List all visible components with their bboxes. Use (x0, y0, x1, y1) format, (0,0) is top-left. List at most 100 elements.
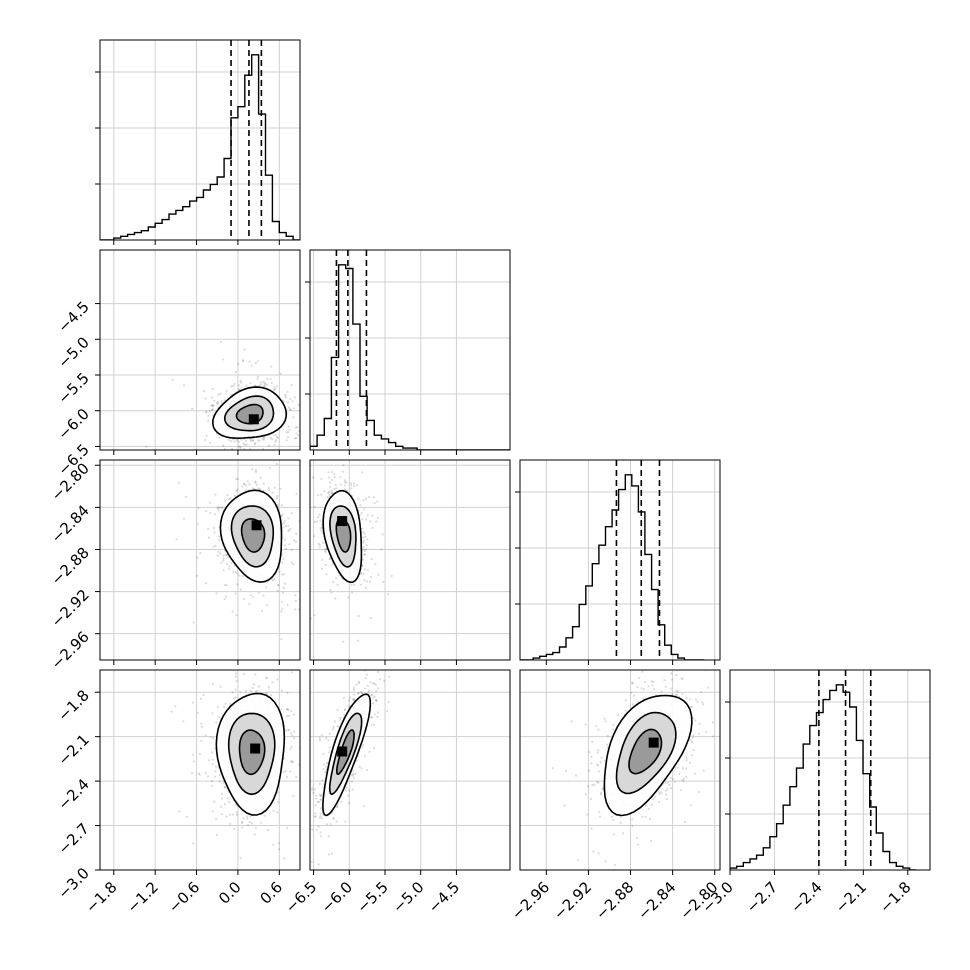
scatter-point (207, 419, 210, 422)
scatter-point (350, 482, 353, 485)
scatter-panel-3-0 (95, 669, 307, 875)
scatter-point (271, 491, 274, 494)
scatter-point (200, 725, 203, 729)
scatter-point (237, 363, 240, 366)
scatter-point (263, 454, 265, 456)
scatter-point (241, 574, 244, 578)
scatter-point (269, 436, 272, 440)
scatter-point (273, 577, 276, 581)
scatter-point (241, 826, 244, 829)
scatter-point (211, 387, 214, 391)
scatter-point (239, 446, 242, 450)
scatter-point (216, 554, 219, 557)
scatter-point (220, 797, 223, 800)
scatter-point (235, 804, 238, 807)
scatter-point (316, 451, 318, 453)
scatter-point (353, 583, 356, 587)
scatter-point (302, 417, 304, 419)
scatter-point (333, 475, 336, 479)
scatter-point (297, 403, 300, 406)
scatter-point (323, 490, 326, 493)
scatter-point (356, 639, 359, 642)
scatter-point (242, 817, 245, 820)
scatter-point (293, 539, 296, 542)
panel-frame (99, 39, 301, 241)
scatter-point (352, 482, 356, 485)
density-contours (322, 489, 363, 584)
scatter-point (294, 437, 297, 440)
scatter-point (283, 582, 286, 585)
scatter-point (184, 451, 186, 453)
scatter-point (272, 843, 275, 847)
scatter-point (357, 614, 360, 618)
scatter-point (352, 485, 356, 488)
scatter-point (273, 386, 276, 389)
scatter-point (220, 400, 223, 403)
scatter-point (270, 381, 273, 384)
scatter-point (277, 584, 280, 587)
scatter-point (243, 483, 246, 486)
scatter-point (254, 361, 257, 365)
scatter-point (234, 672, 238, 675)
scatter-point (173, 457, 175, 459)
scatter-point (266, 692, 269, 695)
scatter-point (366, 514, 369, 517)
scatter-point (224, 554, 227, 557)
scatter-point (220, 506, 223, 509)
scatter-point (249, 689, 252, 693)
scatter-point (266, 829, 270, 832)
scatter-point (289, 527, 292, 530)
scatter-point (232, 571, 235, 574)
scatter-point (325, 498, 327, 500)
scatter-point (219, 392, 222, 395)
scatter-point (305, 688, 307, 690)
scatter-point (304, 521, 306, 523)
scatter-point (324, 550, 327, 554)
scatter-point (296, 425, 299, 429)
scatter-point (249, 438, 252, 441)
scatter-point (257, 591, 260, 594)
scatter-point (262, 380, 265, 383)
scatter-point (253, 443, 256, 446)
scatter-point (279, 372, 282, 375)
scatter-point (196, 556, 199, 559)
scatter-point (237, 445, 240, 448)
scatter-point (213, 513, 217, 516)
scatter-point (320, 477, 323, 480)
scatter-point (275, 385, 278, 388)
scatter-point (236, 583, 239, 586)
scatter-point (212, 404, 215, 407)
scatter-point (232, 384, 235, 388)
scatter-point (282, 557, 285, 561)
scatter-point (361, 558, 364, 561)
scatter-point (228, 813, 232, 816)
scatter-point (270, 365, 273, 368)
scatter-point (313, 614, 316, 617)
scatter-point (218, 436, 221, 439)
scatter-point (293, 396, 297, 399)
scatter-point (262, 447, 265, 450)
scatter-point (285, 439, 288, 442)
scatter-point (205, 434, 208, 437)
scatter-point (359, 583, 362, 586)
scatter-point (251, 439, 254, 442)
scatter-point (233, 440, 236, 443)
scatter-point (360, 571, 363, 575)
scatter-point (330, 478, 334, 481)
scatter-point (276, 435, 279, 438)
scatter-point (213, 531, 216, 534)
scatter-point (245, 456, 247, 458)
scatter-point (303, 526, 305, 528)
scatter-point (220, 805, 223, 808)
scatter-point (344, 488, 347, 491)
density-peak (337, 516, 348, 527)
scatter-point (229, 702, 232, 705)
scatter-point (195, 574, 198, 577)
scatter-point (216, 400, 219, 404)
scatter-point (259, 476, 262, 479)
scatter-point (297, 763, 300, 766)
scatter-point (324, 563, 327, 567)
scatter-point (262, 438, 265, 441)
scatter-point (295, 492, 298, 495)
scatter-point (263, 381, 266, 385)
